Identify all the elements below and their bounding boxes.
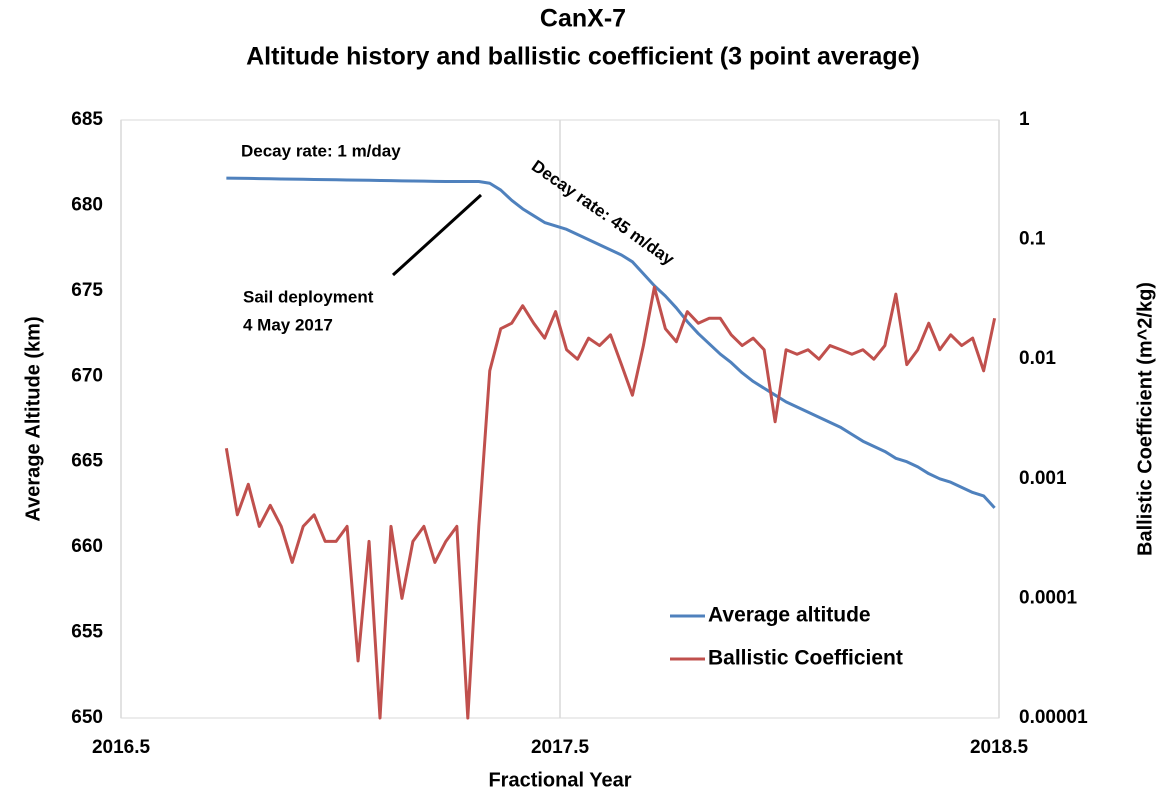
data-line — [224, 285, 997, 720]
y2-tick-label: 0.00001 — [1019, 707, 1088, 728]
legend-label: Ballistic Coefficient — [708, 647, 903, 670]
y2-tick-label: 1 — [1019, 109, 1030, 130]
legend-box — [640, 592, 992, 684]
annotation: Sail deployment — [243, 287, 374, 306]
chart-title: CanX-7 — [540, 5, 626, 33]
y-tick-label: 655 — [71, 622, 103, 643]
y-axis-title: Average Altitude (km) — [22, 316, 44, 521]
annotation: 4 May 2017 — [243, 315, 333, 334]
annotation: Decay rate: 1 m/day — [241, 141, 401, 160]
y-tick-label: 685 — [71, 109, 103, 130]
y2-axis-title: Ballistic Coefficient (m^2/kg) — [1134, 282, 1156, 556]
x-axis-title: Fractional Year — [488, 769, 631, 791]
y2-tick-label: 0.1 — [1019, 229, 1046, 250]
y-tick-label: 675 — [71, 280, 103, 301]
x-tick-label: 2017.5 — [531, 737, 590, 758]
x-tick-label: 2018.5 — [970, 737, 1029, 758]
y-tick-label: 665 — [71, 451, 103, 472]
y-tick-label: 650 — [71, 707, 103, 728]
y-tick-label: 680 — [71, 194, 103, 215]
y2-tick-label: 0.001 — [1019, 468, 1067, 489]
legend-label: Average altitude — [708, 604, 871, 627]
plot-area — [120, 119, 1000, 720]
data-line — [226, 176, 996, 509]
y-tick-label: 670 — [71, 365, 103, 386]
x-tick-label: 2016.5 — [92, 737, 151, 758]
annotation: Decay rate: 45 m/day — [528, 156, 678, 269]
annotation-arrow — [391, 193, 483, 277]
y2-tick-label: 0.01 — [1019, 348, 1056, 369]
y2-tick-label: 0.0001 — [1019, 587, 1078, 608]
chart-subtitle: Altitude history and ballistic coefficie… — [246, 43, 920, 71]
y-tick-label: 660 — [71, 536, 103, 557]
